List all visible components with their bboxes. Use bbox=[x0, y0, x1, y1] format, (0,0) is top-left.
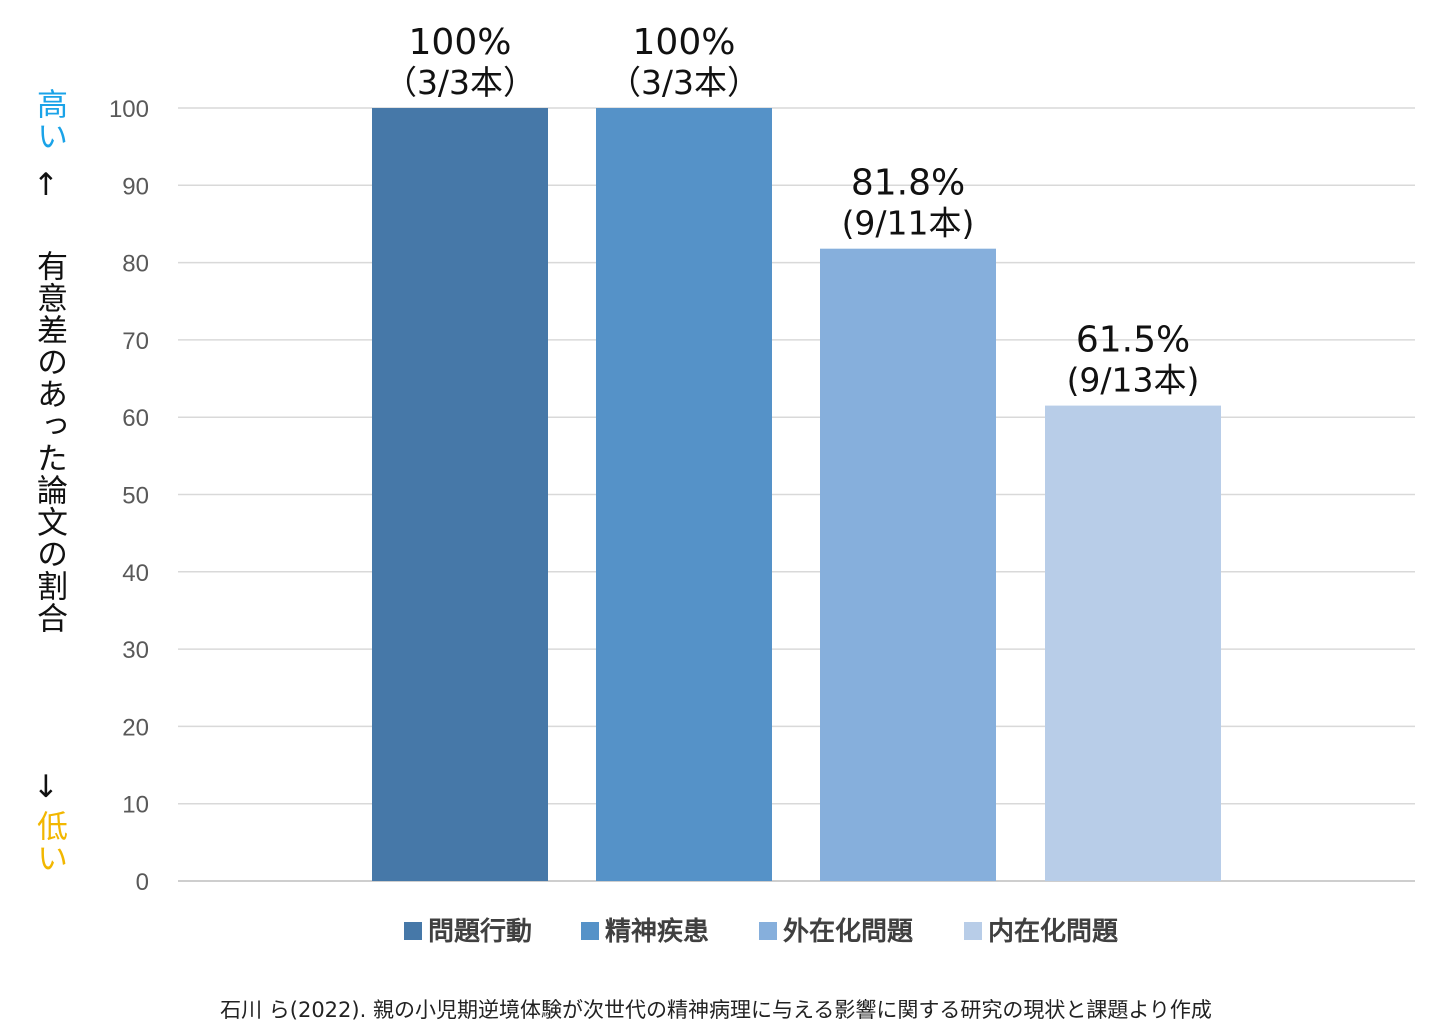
y-tick-label: 80 bbox=[122, 251, 149, 278]
y-tick-label: 50 bbox=[122, 483, 149, 510]
legend-swatch bbox=[759, 922, 777, 940]
data-label-count: (9/13本) bbox=[1067, 361, 1200, 400]
data-label-value: 61.5% bbox=[1076, 320, 1190, 361]
arrow-down-icon: ↓ bbox=[33, 769, 59, 805]
y-tick-label: 10 bbox=[122, 792, 149, 819]
y-tick-label: 60 bbox=[122, 405, 149, 432]
legend: 問題行動 精神疾患 外在化問題 内在化問題 bbox=[404, 916, 1119, 947]
y-tick-label: 20 bbox=[122, 714, 149, 741]
legend-swatch bbox=[964, 922, 982, 940]
bars bbox=[372, 108, 1221, 881]
legend-swatch bbox=[581, 922, 599, 940]
y-tick-label: 100 bbox=[109, 96, 149, 123]
bar bbox=[1045, 405, 1221, 881]
data-label-value: 81.8% bbox=[851, 163, 965, 204]
y-tick-label: 0 bbox=[136, 869, 149, 896]
y-tick-labels: 0 10 20 30 40 50 60 70 80 90 100 bbox=[109, 96, 149, 896]
legend-label: 外在化問題 bbox=[783, 917, 914, 947]
data-label-count: (9/11本) bbox=[842, 204, 975, 243]
data-labels: 100%（3/3本）100%（3/3本）81.8%(9/11本)61.5%(9/… bbox=[384, 22, 1199, 400]
y-axis-low-label: 低い bbox=[31, 810, 67, 874]
y-tick-label: 70 bbox=[122, 328, 149, 355]
y-tick-label: 30 bbox=[122, 637, 149, 664]
legend-swatch bbox=[404, 922, 422, 940]
bar bbox=[372, 108, 548, 881]
arrow-up-icon: ↑ bbox=[33, 167, 59, 203]
legend-label: 内在化問題 bbox=[988, 917, 1119, 947]
gridlines bbox=[178, 107, 1415, 882]
data-label-value: 100% bbox=[633, 22, 736, 63]
y-axis-title: 有意差のあった論文の割合 bbox=[31, 250, 67, 634]
data-label-count: （3/3本） bbox=[384, 63, 536, 102]
y-tick-label: 90 bbox=[122, 173, 149, 200]
bar bbox=[820, 248, 996, 881]
bar bbox=[596, 108, 772, 881]
legend-label: 精神疾患 bbox=[605, 916, 709, 947]
y-tick-label: 40 bbox=[122, 560, 149, 587]
y-axis-high-label: 高い bbox=[31, 88, 67, 152]
data-label-value: 100% bbox=[409, 22, 512, 63]
data-label-count: （3/3本） bbox=[608, 63, 760, 102]
source-note: 石川 ら(2022). 親の小児期逆境体験が次世代の精神病理に与える影響に関する… bbox=[220, 998, 1212, 1022]
legend-label: 問題行動 bbox=[428, 916, 532, 947]
